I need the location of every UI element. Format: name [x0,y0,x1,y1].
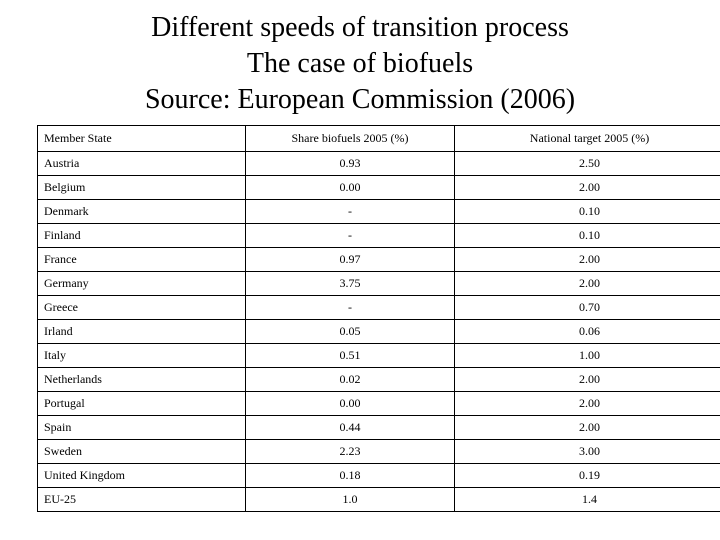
table-row: Sweden 2.23 3.00 [37,439,720,464]
biofuels-table: Member State Share biofuels 2005 (%) Nat… [37,125,720,512]
table-body: Austria 0.93 2.50 Belgium 0.00 2.00 Denmark -0.… [37,151,720,512]
table-row: Belgium 0.00 2.00 [37,175,720,200]
cell-member-state: Germany [37,271,246,296]
cell-national-target: 2.00 [454,175,720,200]
cell-national-target: 2.00 [454,415,720,440]
cell-member-state: Sweden [37,439,246,464]
cell-national-target: 2.00 [454,367,720,392]
cell-national-target: 2.00 [454,271,720,296]
table-row: Irland 0.05 0.06 [37,319,720,344]
cell-national-target: 0.10 [454,199,720,224]
table-row: Greece -0.70 [37,295,720,320]
cell-national-target: 2.00 [454,391,720,416]
table-row: Germany 3.75 2.00 [37,271,720,296]
title-line-1: Different speeds of transition process [151,12,569,43]
cell-share-biofuels: - [245,199,455,224]
cell-share-biofuels: 3.75 [245,271,455,296]
cell-national-target: 3.00 [454,439,720,464]
cell-national-target: 0.06 [454,319,720,344]
table-row: Portugal 0.00 2.00 [37,391,720,416]
cell-member-state: Greece [37,295,246,320]
cell-member-state: United Kingdom [37,463,246,488]
title-line-2: The case of biofuels [246,48,474,79]
cell-member-state: France [37,247,246,272]
cell-share-biofuels: 1.0 [245,487,455,512]
cell-national-target: 0.19 [454,463,720,488]
table-header-row: Member State Share biofuels 2005 (%) Nat… [37,125,720,152]
cell-member-state: Portugal [37,391,246,416]
title-line-3: Source: European Commission (2006) [144,84,576,115]
table-row: EU-25 1.0 1.4 [37,487,720,512]
cell-national-target: 2.50 [454,151,720,176]
cell-member-state: Netherlands [37,367,246,392]
table-row: Italy 0.51 1.00 [37,343,720,368]
cell-national-target: 1.00 [454,343,720,368]
cell-share-biofuels: 0.51 [245,343,455,368]
cell-share-biofuels: 0.93 [245,151,455,176]
cell-national-target: 2.00 [454,247,720,272]
cell-member-state: Belgium [37,175,246,200]
cell-share-biofuels: - [245,223,455,248]
cell-member-state: Austria [37,151,246,176]
cell-share-biofuels: 0.02 [245,367,455,392]
table-row: Finland -0.10 [37,223,720,248]
table-row: United Kingdom 0.18 0.19 [37,463,720,488]
cell-share-biofuels: 0.05 [245,319,455,344]
cell-national-target: 0.70 [454,295,720,320]
table-row: Netherlands 0.02 2.00 [37,367,720,392]
cell-share-biofuels: 0.97 [245,247,455,272]
cell-national-target: 1.4 [454,487,720,512]
cell-member-state: Finland [37,223,246,248]
cell-share-biofuels: 0.00 [245,391,455,416]
cell-member-state: Denmark [37,199,246,224]
cell-member-state: EU-25 [37,487,246,512]
cell-share-biofuels: - [245,295,455,320]
cell-member-state: Italy [37,343,246,368]
slide-title: Different speeds of transition process T… [0,10,720,118]
cell-share-biofuels: 2.23 [245,439,455,464]
cell-member-state: Spain [37,415,246,440]
cell-share-biofuels: 0.18 [245,463,455,488]
table-row: France 0.97 2.00 [37,247,720,272]
header-member-state: Member State [37,125,246,152]
cell-national-target: 0.10 [454,223,720,248]
cell-share-biofuels: 0.00 [245,175,455,200]
header-national-target: National target 2005 (%) [454,125,720,152]
cell-member-state: Irland [37,319,246,344]
table-row: Spain 0.44 2.00 [37,415,720,440]
header-share-biofuels: Share biofuels 2005 (%) [245,125,455,152]
table-row: Denmark -0.10 [37,199,720,224]
table-row: Austria 0.93 2.50 [37,151,720,176]
cell-share-biofuels: 0.44 [245,415,455,440]
